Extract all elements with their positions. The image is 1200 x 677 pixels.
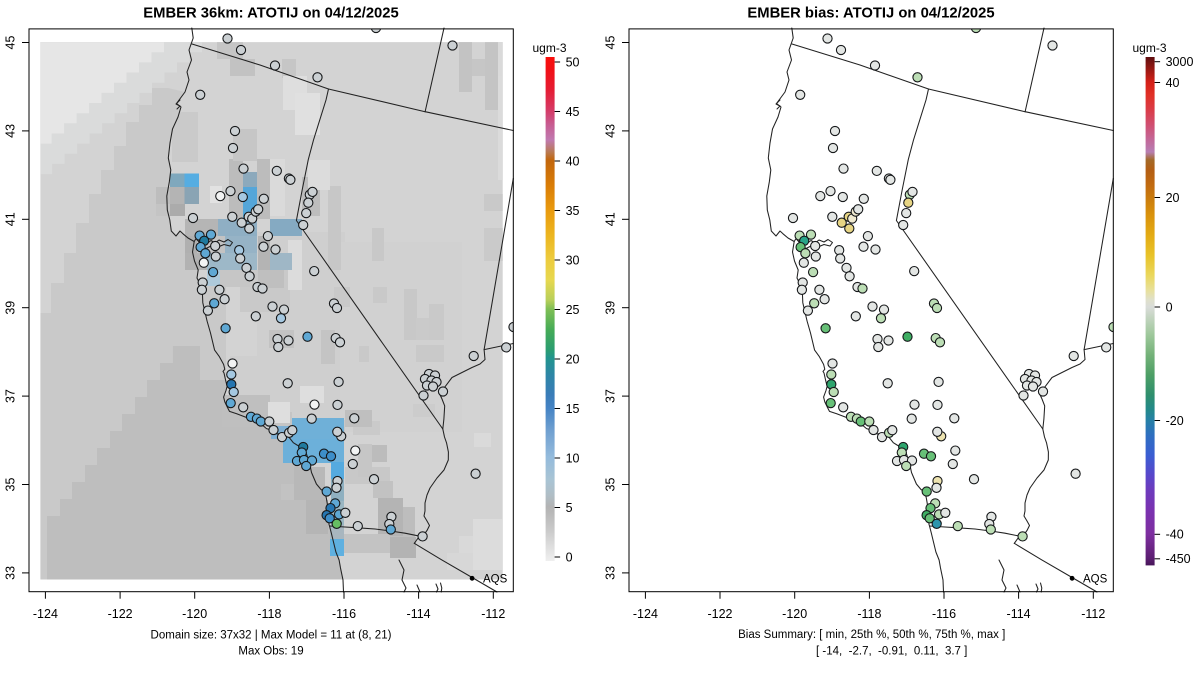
svg-text:15: 15 [566, 402, 580, 416]
svg-text:-112: -112 [481, 607, 505, 621]
svg-text:-20: -20 [1166, 414, 1184, 428]
svg-text:-116: -116 [332, 607, 356, 621]
svg-text:43: 43 [4, 124, 18, 138]
svg-text:-120: -120 [782, 607, 807, 621]
svg-text:AQS: AQS [1083, 574, 1108, 586]
svg-text:41: 41 [4, 212, 18, 226]
svg-text:[ -14, -2.7, -0.91, 0.11,: [ -14, -2.7, -0.91, 0.11, 3.7 ] [816, 646, 967, 658]
svg-text:EMBER bias: ATOTIJ on 04/12/20: EMBER bias: ATOTIJ on 04/12/2025 [747, 6, 994, 22]
svg-text:43: 43 [604, 124, 618, 138]
svg-text:50: 50 [566, 55, 580, 69]
svg-text:-120: -120 [182, 607, 207, 621]
svg-text:37: 37 [4, 389, 18, 403]
svg-text:ugm-3: ugm-3 [1132, 41, 1166, 55]
svg-text:-124: -124 [633, 607, 658, 621]
svg-text:20: 20 [1166, 191, 1180, 205]
svg-text:35: 35 [604, 478, 618, 492]
svg-text:-118: -118 [857, 607, 881, 621]
svg-text:Max Obs: 19: Max Obs: 19 [238, 646, 303, 658]
svg-text:Domain size: 37x32 | Max Model: Domain size: 37x32 | Max Model = 11 at (… [151, 630, 392, 642]
svg-text:-450: -450 [1166, 552, 1191, 566]
svg-text:-112: -112 [1081, 607, 1105, 621]
svg-text:40: 40 [566, 154, 580, 168]
svg-text:39: 39 [4, 301, 18, 315]
svg-text:0: 0 [566, 550, 573, 564]
svg-text:-114: -114 [1007, 607, 1031, 621]
svg-text:33: 33 [604, 566, 618, 580]
svg-text:EMBER 36km: ATOTIJ on 04/12/20: EMBER 36km: ATOTIJ on 04/12/2025 [143, 6, 398, 22]
svg-text:0: 0 [1166, 300, 1173, 314]
svg-text:-122: -122 [108, 607, 133, 621]
svg-text:-114: -114 [407, 607, 431, 621]
svg-text:3000: 3000 [1166, 55, 1194, 69]
svg-text:41: 41 [604, 212, 618, 226]
svg-text:45: 45 [566, 105, 580, 119]
svg-text:-116: -116 [932, 607, 956, 621]
svg-text:37: 37 [604, 389, 618, 403]
svg-text:45: 45 [4, 36, 18, 50]
svg-text:-40: -40 [1166, 528, 1184, 542]
svg-text:Bias Summary: [ min, 25th %, 5: Bias Summary: [ min, 25th %, 50th %, 75t… [738, 629, 1005, 641]
svg-text:-122: -122 [707, 607, 732, 621]
svg-text:ugm-3: ugm-3 [532, 41, 566, 55]
svg-text:40: 40 [1166, 76, 1180, 90]
svg-text:25: 25 [566, 303, 580, 317]
svg-text:5: 5 [566, 501, 573, 515]
svg-text:39: 39 [604, 301, 618, 315]
svg-text:AQS: AQS [483, 574, 508, 586]
svg-text:33: 33 [4, 566, 18, 580]
svg-text:35: 35 [566, 204, 580, 218]
svg-text:-124: -124 [33, 607, 58, 621]
svg-text:45: 45 [604, 36, 618, 50]
svg-text:30: 30 [566, 253, 580, 267]
svg-text:-118: -118 [257, 607, 281, 621]
svg-text:20: 20 [566, 352, 580, 366]
svg-text:10: 10 [566, 451, 580, 465]
svg-text:35: 35 [4, 478, 18, 492]
